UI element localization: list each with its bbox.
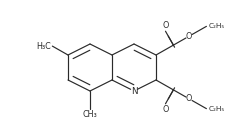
Text: C₂H₅: C₂H₅: [208, 23, 225, 29]
Text: CH₃: CH₃: [83, 110, 97, 119]
Text: O: O: [162, 21, 169, 30]
Text: O: O: [162, 105, 169, 114]
Text: N: N: [131, 86, 137, 95]
Text: C₂H₅: C₂H₅: [208, 106, 225, 112]
Text: H₃C: H₃C: [37, 42, 51, 51]
Text: O: O: [186, 32, 192, 41]
Text: O: O: [186, 94, 192, 103]
